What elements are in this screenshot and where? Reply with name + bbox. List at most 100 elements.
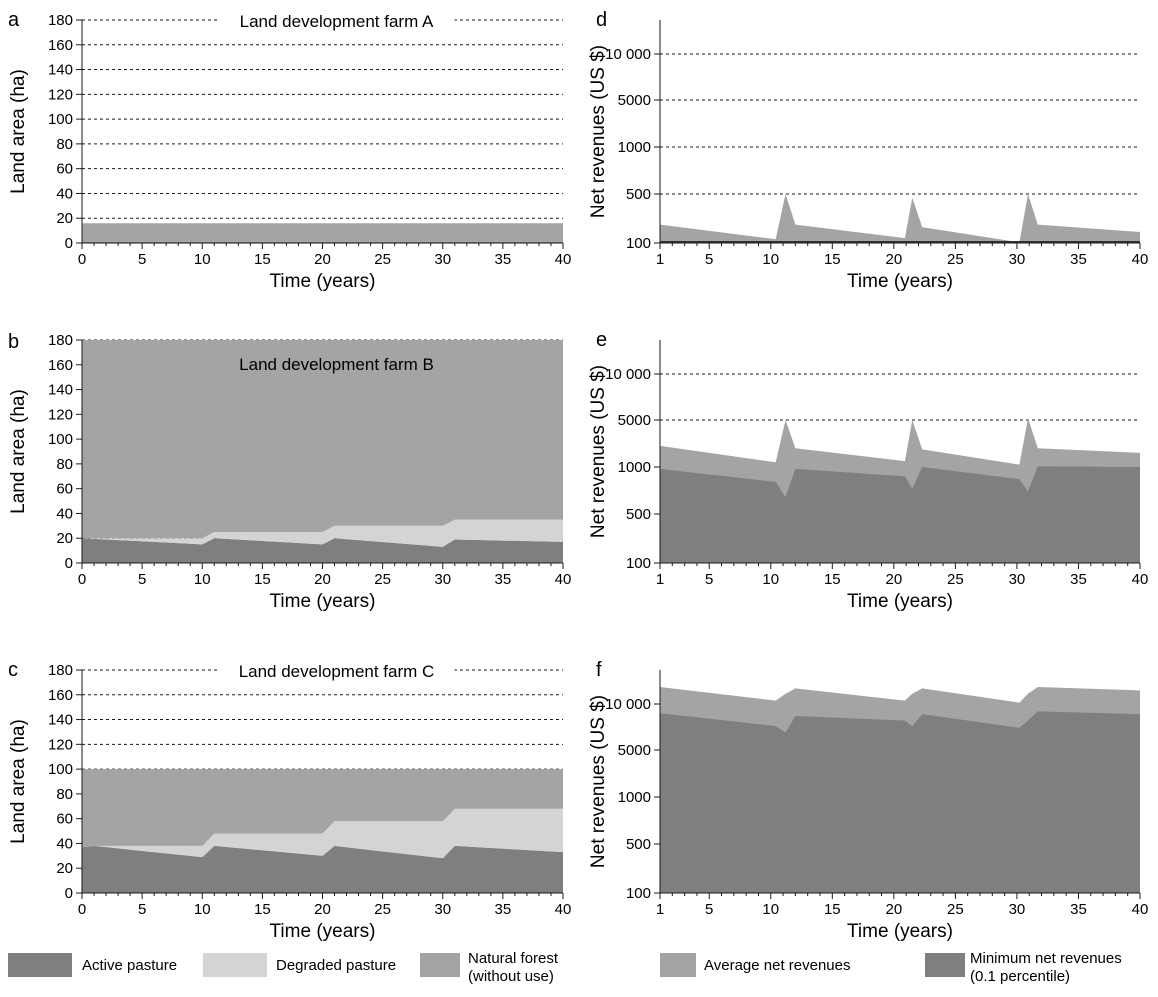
x-tick-label: 35: [1070, 251, 1087, 268]
legend-label-minimum-revenues-2: (0.1 percentile): [970, 968, 1070, 985]
y-tick-label: 160: [48, 37, 73, 54]
y-tick-label: 140: [48, 382, 73, 399]
y-tick-label: 140: [48, 712, 73, 729]
x-tick-label: 25: [374, 251, 391, 268]
legend-swatch-active-pasture: [8, 953, 72, 977]
panel-a: 0 20 40 60 80 100 120 140 160 180 0 5 10 15 20 25 30 35 40…: [8, 9, 571, 292]
y-tick-label: 100: [626, 885, 651, 902]
legend-label-minimum-revenues-1: Minimum net revenues: [970, 950, 1122, 967]
legend-swatch-average-revenues: [660, 953, 696, 977]
panel-title: Land development farm A: [240, 12, 434, 31]
x-tick-label: 5: [705, 571, 713, 588]
x-tick-label: 35: [495, 901, 512, 918]
y-tick-label: 10 000: [605, 696, 651, 713]
x-tick-label: 10: [762, 901, 779, 918]
x-tick-label: 25: [374, 901, 391, 918]
x-tick-label: 25: [947, 901, 964, 918]
x-axis-title: Time (years): [270, 921, 376, 942]
x-tick-label: 20: [314, 901, 331, 918]
y-tick-label: 0: [65, 555, 73, 572]
legend-label-natural-forest-2: (without use): [468, 968, 554, 985]
panel-c: 0 20 40 60 80 100 120 140 160 180 0 5 10 15 20 25 30 35 40…: [8, 659, 571, 942]
panel-letter: a: [8, 9, 20, 31]
x-tick-label: 30: [434, 901, 451, 918]
y-tick-label: 1000: [618, 139, 651, 156]
x-tick-label: 35: [1070, 571, 1087, 588]
y-axis-title: Net revenues (US $): [588, 365, 609, 538]
x-axis-title: Time (years): [270, 591, 376, 612]
y-tick-label: 120: [48, 736, 73, 753]
y-tick-label: 80: [56, 456, 73, 473]
x-tick-label: 30: [1009, 251, 1026, 268]
y-tick-label: 40: [56, 185, 73, 202]
y-tick-label: 120: [48, 406, 73, 423]
y-tick-label: 60: [56, 481, 73, 498]
x-tick-label: 1: [656, 901, 664, 918]
panel-letter: c: [8, 659, 18, 681]
y-axis-title: Land area (ha): [8, 69, 29, 194]
y-tick-label: 20: [56, 210, 73, 227]
x-tick-label: 35: [1070, 901, 1087, 918]
y-tick-label: 5000: [618, 742, 651, 759]
x-tick-label: 10: [762, 251, 779, 268]
area-minimum-net-revenues: [660, 466, 1140, 563]
y-tick-label: 100: [626, 235, 651, 252]
y-tick-label: 100: [48, 431, 73, 448]
x-tick-label: 10: [194, 901, 211, 918]
y-tick-label: 100: [626, 555, 651, 572]
y-tick-label: 20: [56, 860, 73, 877]
x-tick-label: 10: [194, 251, 211, 268]
x-tick-label: 30: [1009, 571, 1026, 588]
x-tick-label: 1: [656, 251, 664, 268]
x-tick-label: 5: [138, 901, 146, 918]
y-tick-label: 140: [48, 62, 73, 79]
y-axis-title: Net revenues (US $): [588, 695, 609, 868]
x-tick-label: 5: [138, 251, 146, 268]
y-tick-label: 0: [65, 885, 73, 902]
area-degraded-pasture: [82, 519, 563, 547]
area-natural-forest-without-use: [82, 340, 563, 539]
x-tick-label: 20: [314, 571, 331, 588]
y-tick-label: 120: [48, 86, 73, 103]
area-active-pasture: [82, 845, 563, 893]
title-background: [218, 12, 455, 34]
x-tick-label: 0: [78, 901, 86, 918]
panel-letter: f: [596, 659, 602, 681]
y-tick-label: 160: [48, 687, 73, 704]
area-degraded-pasture: [82, 808, 563, 859]
x-tick-label: 40: [555, 901, 572, 918]
y-tick-label: 10 000: [605, 366, 651, 383]
y-tick-label: 80: [56, 136, 73, 153]
legend-swatch-degraded-pasture: [203, 953, 267, 977]
x-tick-label: 10: [762, 571, 779, 588]
y-tick-label: 500: [626, 506, 651, 523]
y-tick-label: 0: [65, 235, 73, 252]
panel-b: 0 20 40 60 80 100 120 140 160 180 0 5 10 15 20 25 30 35 40…: [8, 331, 571, 612]
area-minimum-net-revenues: [660, 711, 1140, 893]
legend-swatch-minimum-revenues: [925, 953, 965, 977]
x-tick-label: 40: [1132, 901, 1149, 918]
x-tick-label: 35: [495, 251, 512, 268]
area-active-pasture: [82, 538, 563, 563]
panel-letter: e: [596, 329, 607, 351]
x-tick-label: 5: [138, 571, 146, 588]
y-tick-label: 5000: [618, 412, 651, 429]
y-tick-label: 180: [48, 332, 73, 349]
x-tick-label: 15: [254, 251, 271, 268]
area-natural-forest-without-use: [82, 223, 563, 242]
x-tick-label: 40: [555, 571, 572, 588]
y-tick-label: 180: [48, 662, 73, 679]
x-tick-label: 35: [495, 571, 512, 588]
panel-title: Land development farm C: [239, 662, 435, 681]
x-tick-label: 30: [1009, 901, 1026, 918]
y-tick-label: 180: [48, 12, 73, 29]
legend-label-average-revenues: Average net revenues: [704, 957, 851, 974]
x-tick-label: 25: [374, 571, 391, 588]
legend-land-use: Active pasture Degraded pasture Natural …: [8, 950, 559, 985]
y-tick-label: 40: [56, 505, 73, 522]
x-tick-label: 15: [824, 251, 841, 268]
y-tick-label: 100: [48, 111, 73, 128]
